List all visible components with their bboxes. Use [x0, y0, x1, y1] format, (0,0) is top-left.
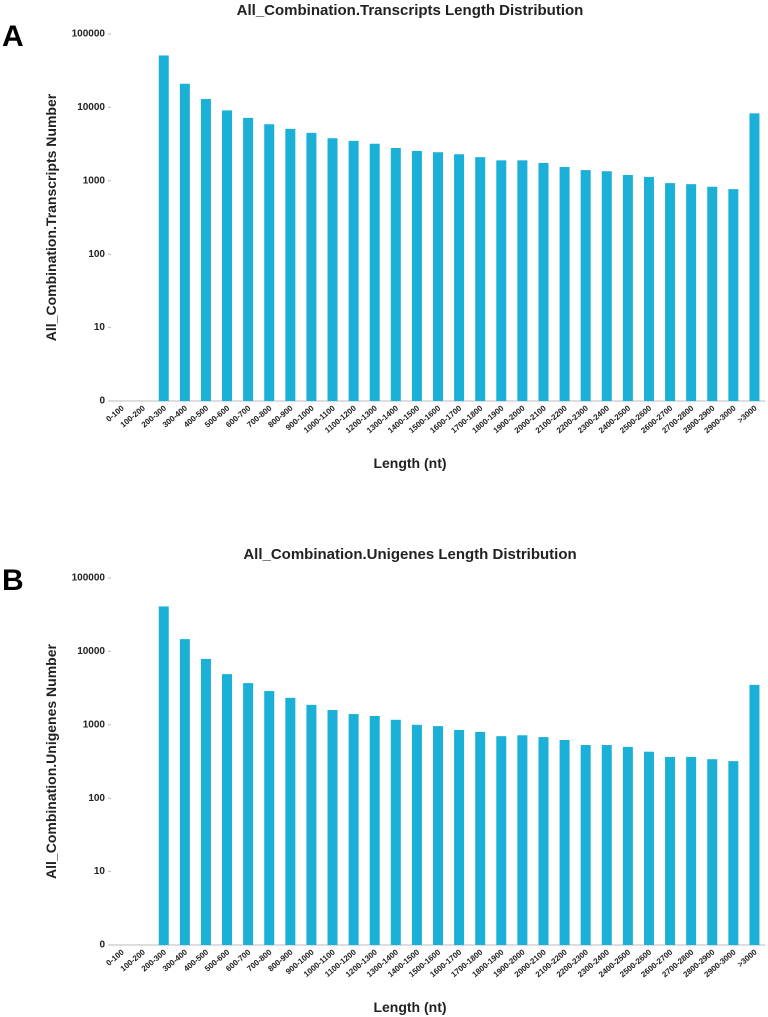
bar — [348, 140, 359, 401]
bar — [433, 152, 443, 401]
y-tick-label: 100 — [88, 249, 105, 260]
y-tick-label: 10 — [94, 322, 106, 333]
bar — [327, 710, 338, 945]
chart-title: All_Combination.Transcripts Length Distr… — [237, 2, 584, 19]
x-tick-label: >3000 — [736, 403, 759, 425]
bar — [222, 110, 233, 401]
y-tick-label: 0 — [99, 396, 105, 407]
y-tick-label: 100000 — [72, 573, 106, 584]
bar — [749, 684, 760, 945]
bar — [285, 697, 296, 945]
bar — [390, 719, 401, 945]
panel-label: A — [2, 20, 24, 53]
bar — [601, 745, 612, 945]
bar — [369, 143, 380, 401]
bar — [411, 724, 422, 945]
bar — [158, 606, 169, 945]
bar — [728, 189, 739, 401]
bar — [622, 174, 633, 401]
y-tick-label: 100000 — [72, 29, 106, 40]
bar — [622, 746, 633, 945]
bar — [411, 150, 422, 401]
chart-title: All_Combination.Unigenes Length Distribu… — [243, 546, 576, 563]
bar — [243, 117, 254, 401]
bar — [686, 184, 697, 401]
bar — [285, 128, 296, 401]
bar — [454, 729, 465, 945]
bar — [601, 171, 612, 401]
y-tick-label: 10000 — [77, 102, 105, 113]
bar — [200, 658, 211, 945]
bar — [454, 154, 465, 401]
bar — [348, 714, 359, 945]
bar — [665, 756, 676, 945]
y-tick-label: 1000 — [83, 719, 106, 730]
bar — [686, 756, 697, 945]
bar — [158, 55, 169, 401]
bar — [496, 736, 507, 945]
bar — [559, 740, 570, 945]
bar — [559, 167, 570, 401]
bar — [306, 132, 317, 402]
y-tick-label: 10000 — [77, 646, 105, 657]
y-tick-label: 100 — [88, 793, 105, 804]
bar — [327, 138, 338, 401]
bar — [369, 715, 380, 945]
bar — [475, 731, 486, 945]
bar — [580, 170, 591, 401]
bar — [538, 162, 549, 401]
bar — [496, 160, 507, 401]
bar — [517, 735, 528, 945]
bar — [264, 691, 275, 945]
bar — [749, 113, 760, 402]
bar — [707, 186, 718, 401]
bar — [264, 124, 275, 402]
bar — [433, 726, 443, 945]
bar — [475, 157, 486, 401]
y-tick-label: 0 — [99, 940, 105, 951]
bar — [538, 737, 549, 945]
bar — [643, 176, 654, 401]
bar — [665, 183, 676, 401]
bar — [179, 83, 190, 401]
y-tick-label: 10 — [94, 866, 106, 877]
y-axis-title: All_Combination.Unigenes Number — [43, 643, 59, 878]
bar — [517, 160, 528, 401]
x-axis-title: Length (nt) — [373, 999, 446, 1015]
bar — [728, 761, 739, 945]
bar — [179, 639, 190, 945]
bar — [707, 759, 718, 945]
bar — [222, 674, 233, 945]
y-tick-label: 1000 — [83, 175, 106, 186]
panel-label: B — [2, 564, 24, 597]
bar — [200, 99, 211, 401]
bar — [390, 147, 401, 401]
bar — [580, 745, 591, 945]
x-axis-title: Length (nt) — [373, 455, 446, 471]
bar — [243, 683, 254, 945]
bar — [306, 704, 317, 945]
x-tick-label: >3000 — [736, 947, 759, 969]
y-axis-title: All_Combination.Transcripts Number — [43, 93, 59, 341]
bar — [643, 751, 654, 945]
